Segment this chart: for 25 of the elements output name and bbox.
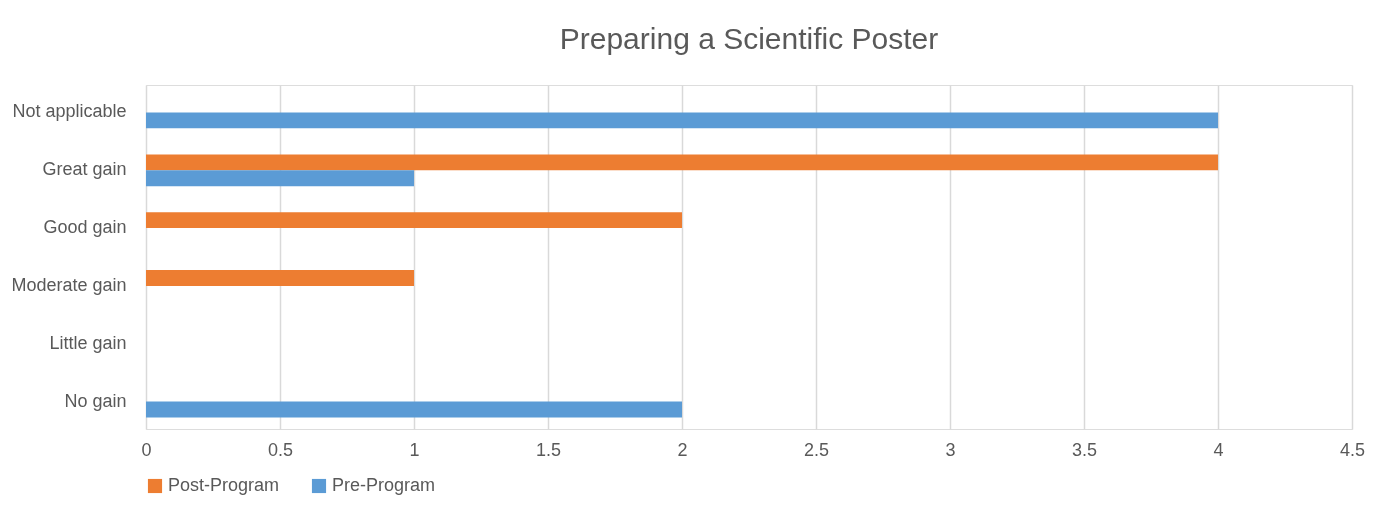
x-tick-label: 1	[409, 439, 420, 460]
legend-label: Pre-Program	[332, 475, 436, 495]
x-tick-label: 4.5	[1339, 439, 1366, 460]
y-tick-label: Good gain	[43, 217, 127, 238]
y-tick-label: Moderate gain	[11, 274, 127, 295]
bar	[146, 154, 1218, 171]
bar	[146, 270, 414, 286]
x-tick-label: 4	[1213, 439, 1224, 460]
x-tick-label: 2	[677, 439, 688, 460]
legend-label: Post-Program	[168, 475, 280, 495]
x-tick-label: 3.5	[1071, 439, 1098, 460]
y-tick-label: Little gain	[49, 332, 127, 353]
x-tick-label: 1.5	[535, 439, 562, 460]
x-tick-label: 0.5	[267, 439, 294, 460]
bar	[146, 170, 414, 187]
chart-title: Preparing a Scientific Poster	[559, 22, 939, 55]
y-tick-label: No gain	[64, 390, 127, 411]
y-tick-label: Not applicable	[12, 101, 127, 122]
bar	[146, 112, 1218, 129]
x-tick-label: 3	[945, 439, 956, 460]
y-tick-label: Great gain	[42, 159, 127, 180]
bar	[146, 401, 682, 418]
x-tick-label: 2.5	[803, 439, 830, 460]
bar	[146, 212, 682, 229]
x-tick-label: 0	[141, 439, 152, 460]
